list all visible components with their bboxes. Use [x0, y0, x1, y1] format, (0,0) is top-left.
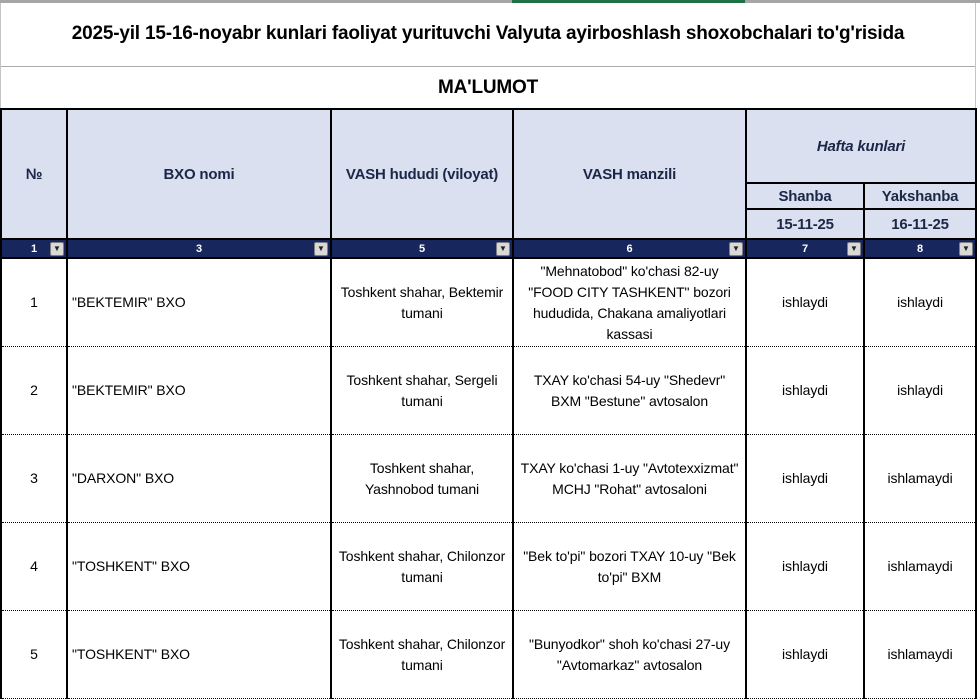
edge-strip-gray-right [745, 0, 980, 3]
autofilter-row: 1 ▼ 3 ▼ 5 ▼ 6 ▼ 7 ▼ 8 ▼ [0, 238, 978, 259]
window-edge-strip [0, 0, 980, 3]
cell-bxo-nomi[interactable]: "BEKTEMIR" BXO [66, 346, 332, 435]
edge-strip-green [512, 0, 745, 3]
chevron-down-icon: ▼ [499, 244, 507, 253]
table-row: 4 "TOSHKENT" BXO Toshkent shahar, Chilon… [0, 522, 978, 611]
cell-number[interactable]: 4 [0, 522, 68, 611]
column-number: 8 [916, 242, 924, 255]
chevron-down-icon: ▼ [317, 244, 325, 253]
table-row: 2 "BEKTEMIR" BXO Toshkent shahar, Sergel… [0, 346, 978, 435]
cell-manzil[interactable]: "Bek to'pi" bozori TXAY 10-uy "Bek to'pi… [512, 522, 747, 611]
cell-status-shanba[interactable]: ishlaydi [745, 610, 865, 699]
cell-bxo-nomi[interactable]: "TOSHKENT" BXO [66, 610, 332, 699]
cell-bxo-nomi[interactable]: "TOSHKENT" BXO [66, 522, 332, 611]
cell-manzil[interactable]: "Bunyodkor" shoh ko'chasi 27-uy "Avtomar… [512, 610, 747, 699]
filter-cell-3: 3 ▼ [66, 238, 332, 259]
column-number: 7 [801, 242, 809, 255]
cell-status-yakshanba[interactable]: ishlamaydi [862, 522, 978, 611]
header-row-dates: 15-11-25 16-11-25 [1, 208, 978, 240]
chevron-down-icon: ▼ [962, 244, 970, 253]
chevron-down-icon: ▼ [850, 244, 858, 253]
cell-status-yakshanba[interactable]: ishlaydi [862, 257, 978, 347]
filter-cell-6: 6 ▼ [512, 238, 747, 259]
filter-cell-8: 8 ▼ [862, 238, 978, 259]
col-header-hafta-kunlari: Hafta kunlari [744, 108, 978, 184]
filter-dropdown-button[interactable]: ▼ [959, 241, 974, 256]
branches-table: № BXO nomi VASH hududi (viloyat) VASH ma… [0, 108, 978, 699]
title-block: 2025-yil 15-16-noyabr kunlari faoliyat y… [1, 3, 975, 67]
cell-hudud[interactable]: Toshkent shahar, Chilonzor tumani [330, 522, 514, 611]
cell-manzil[interactable]: TXAY ko'chasi 54-uy "Shedevr" BXM "Bestu… [512, 346, 747, 435]
cell-manzil[interactable]: "Mehnatobod" ko'chasi 82-uy "FOOD CITY T… [512, 257, 747, 347]
cell-status-shanba[interactable]: ishlaydi [745, 522, 865, 611]
cell-status-shanba[interactable]: ishlaydi [745, 434, 865, 523]
cell-hudud[interactable]: Toshkent shahar, Sergeli tumani [330, 346, 514, 435]
cell-bxo-nomi[interactable]: "BEKTEMIR" BXO [66, 257, 332, 347]
cell-status-yakshanba[interactable]: ishlamaydi [862, 434, 978, 523]
cell-hudud[interactable]: Toshkent shahar, Bektemir tumani [330, 257, 514, 347]
col-header-vash-hududi: VASH hududi (viloyat) [330, 108, 514, 240]
col-header-vash-manzili: VASH manzili [512, 108, 747, 240]
col-header-yakshanba: Yakshanba [862, 182, 978, 210]
filter-dropdown-button[interactable]: ▼ [496, 241, 510, 256]
date-sunday: 16-11-25 [862, 208, 978, 240]
chevron-down-icon: ▼ [732, 244, 740, 253]
cell-status-yakshanba[interactable]: ishlaydi [862, 346, 978, 435]
filter-dropdown-button[interactable]: ▼ [729, 241, 743, 256]
table-row: 3 "DARXON" BXO Toshkent shahar, Yashnobo… [0, 434, 978, 523]
edge-strip-gray-left [0, 0, 512, 3]
cell-status-shanba[interactable]: ishlaydi [745, 346, 865, 435]
cell-manzil[interactable]: TXAY ko'chasi 1-uy "Avtotexxizmat" MCHJ … [512, 434, 747, 523]
cell-hudud[interactable]: Toshkent shahar, Chilonzor tumani [330, 610, 514, 699]
column-number: 6 [626, 242, 633, 255]
filter-dropdown-button[interactable]: ▼ [50, 241, 64, 256]
table-row: 1 "BEKTEMIR" BXO Toshkent shahar, Bektem… [0, 257, 978, 347]
col-header-number: № [0, 108, 68, 240]
date-saturday: 15-11-25 [745, 208, 865, 240]
filter-cell-7: 7 ▼ [745, 238, 865, 259]
column-number: 1 [30, 242, 38, 255]
filter-dropdown-button[interactable]: ▼ [847, 241, 861, 256]
chevron-down-icon: ▼ [53, 244, 61, 253]
report-subtitle: MA'LUMOT [437, 76, 538, 98]
column-number: 5 [418, 242, 426, 255]
report-header-section: 2025-yil 15-16-noyabr kunlari faoliyat y… [0, 3, 976, 108]
col-header-bxo-nomi: BXO nomi [66, 108, 332, 240]
report-title: 2025-yil 15-16-noyabr kunlari faoliyat y… [71, 23, 905, 45]
header-row-days: Shanba Yakshanba [1, 182, 978, 210]
cell-status-shanba[interactable]: ishlaydi [745, 257, 865, 347]
cell-bxo-nomi[interactable]: "DARXON" BXO [66, 434, 332, 523]
cell-number[interactable]: 3 [0, 434, 68, 523]
col-header-shanba: Shanba [745, 182, 865, 210]
column-number: 3 [195, 242, 203, 255]
filter-dropdown-button[interactable]: ▼ [314, 241, 328, 256]
cell-number[interactable]: 1 [0, 257, 68, 347]
cell-number[interactable]: 2 [0, 346, 68, 435]
filter-cell-1: 1 ▼ [0, 238, 68, 259]
cell-hudud[interactable]: Toshkent shahar, Yashnobod tumani [330, 434, 514, 523]
filter-cell-5: 5 ▼ [330, 238, 514, 259]
cell-number[interactable]: 5 [0, 610, 68, 699]
header-row-main: № BXO nomi VASH hududi (viloyat) VASH ma… [0, 108, 978, 240]
cell-status-yakshanba[interactable]: ishlamaydi [862, 610, 978, 699]
table-row: 5 "TOSHKENT" BXO Toshkent shahar, Chilon… [0, 610, 978, 699]
